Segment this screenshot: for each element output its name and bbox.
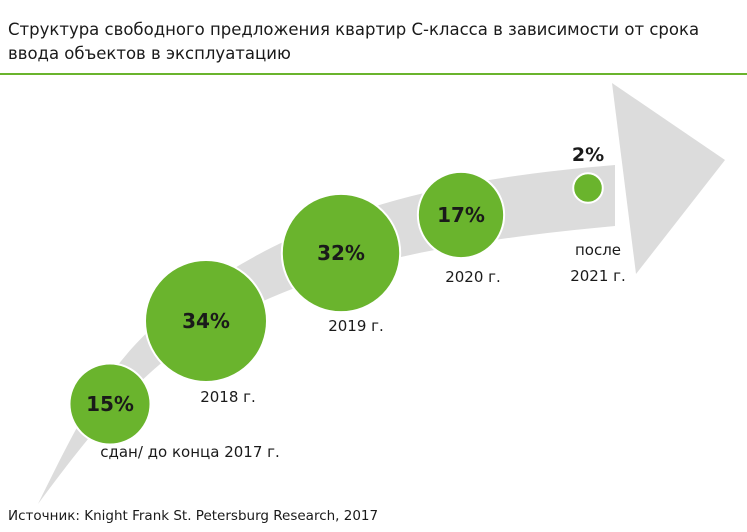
chart-title-line-1: Структура свободного предложения квартир… [8, 20, 700, 39]
chart-title-line-2: ввода объектов в эксплуатацию [8, 44, 291, 63]
category-label-1-line-1: сдан/ до конца 2017 г. [100, 443, 280, 461]
category-label-2: 2018 г. [200, 388, 256, 406]
bubble-value-label-5: 2% [572, 144, 604, 166]
bubble-2 [144, 259, 268, 383]
category-label-3-line-1: 2019 г. [328, 317, 384, 335]
bubble-value-label-3: 32% [317, 241, 365, 265]
bubble-value-label-2: 34% [182, 309, 230, 333]
category-label-4-line-1: 2020 г. [445, 268, 501, 286]
bubble-4 [416, 170, 506, 260]
chart-title: Структура свободного предложения квартир… [8, 18, 738, 66]
bubble-3 [280, 192, 402, 314]
bubble-5 [572, 172, 604, 204]
category-label-5-line-1: после [575, 241, 621, 259]
progress-arrowhead [612, 83, 725, 274]
bubble-value-label-4: 17% [437, 203, 485, 227]
bubble-1 [68, 362, 152, 446]
bubble-value-label-1: 15% [86, 392, 134, 416]
category-label-5: после 2021 г. [570, 241, 626, 285]
category-label-3: 2019 г. [328, 317, 384, 335]
category-label-2-line-1: 2018 г. [200, 388, 256, 406]
title-divider [0, 73, 747, 75]
category-label-4: 2020 г. [445, 268, 501, 286]
bubble-group: 15% сдан/ до конца 2017 г. 34% 2018 г. 32% 20… [68, 144, 626, 461]
source-note: Источник: Knight Frank St. Petersburg Re… [8, 508, 379, 524]
category-label-1: сдан/ до конца 2017 г. [100, 443, 280, 461]
category-label-5-line-2: 2021 г. [570, 267, 626, 285]
